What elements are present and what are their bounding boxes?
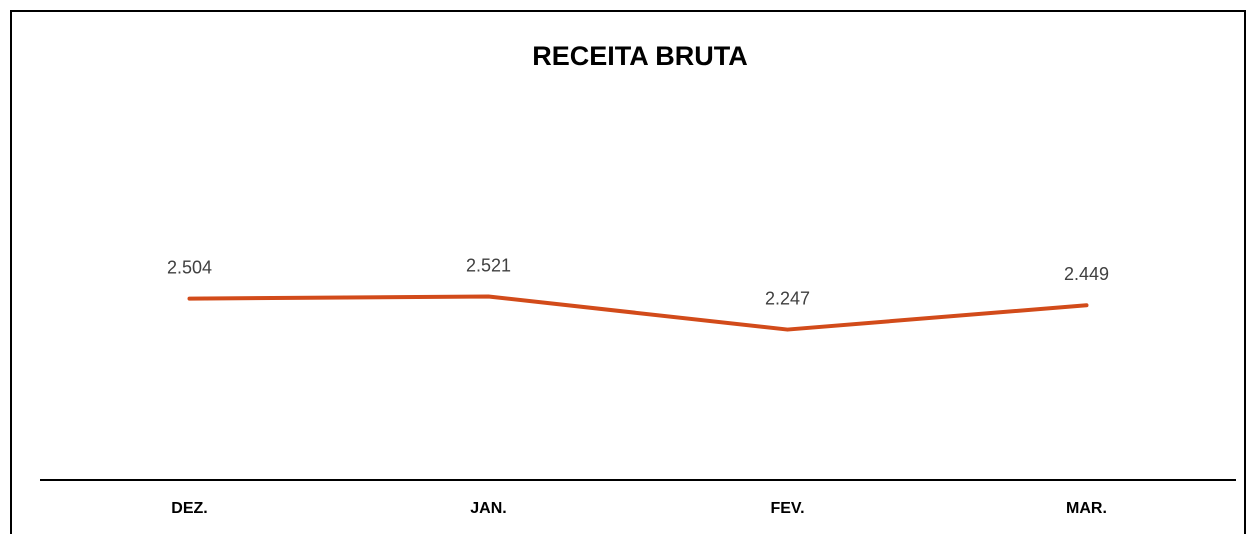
x-tick-label: JAN.	[470, 500, 506, 517]
x-tick-label: MAR.	[1066, 500, 1107, 517]
x-tick-label: DEZ.	[171, 500, 207, 517]
chart-title: RECEITA BRUTA	[532, 41, 748, 71]
data-label: 2.449	[1064, 264, 1109, 284]
data-label: 2.247	[765, 288, 810, 308]
data-label: 2.521	[466, 255, 511, 275]
line	[187, 294, 1089, 332]
x-tick-label: FEV.	[770, 500, 804, 517]
chart-frame	[10, 10, 1246, 534]
data-label: 2.504	[167, 257, 212, 277]
